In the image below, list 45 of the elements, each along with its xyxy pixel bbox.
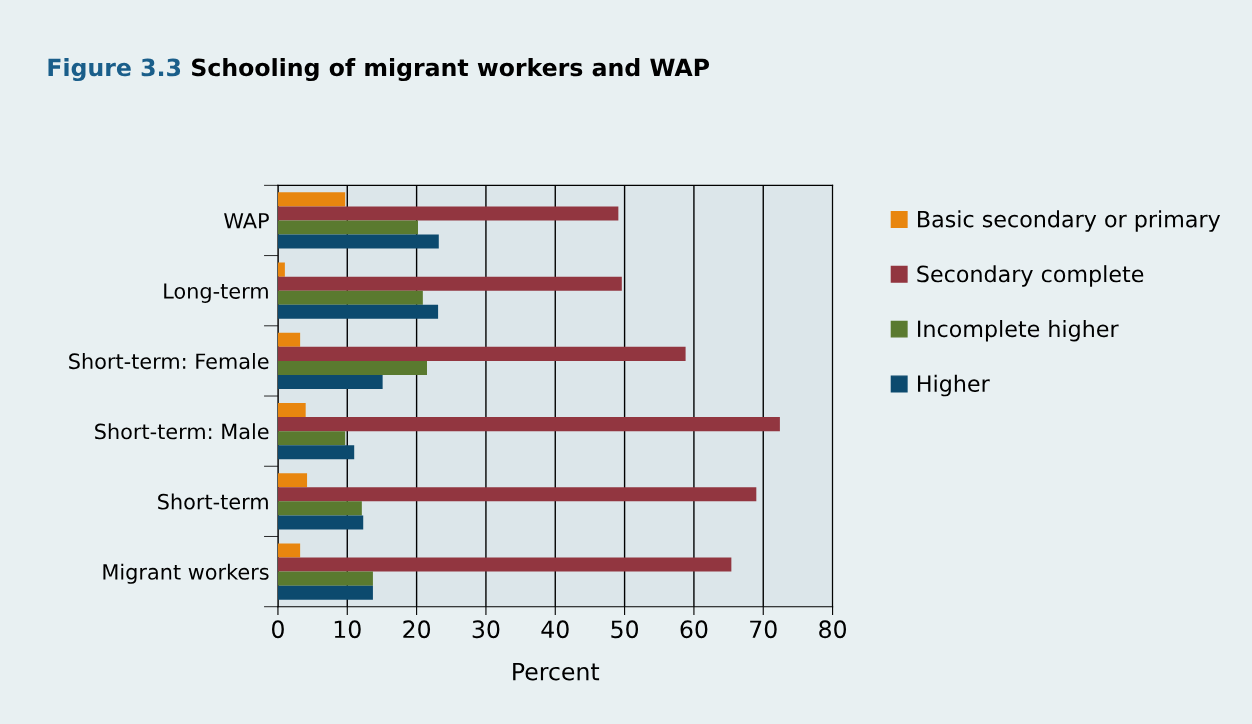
y-tick-label: Short-term [158,493,268,510]
x-tick-label: 70 [750,620,777,639]
bar [277,417,780,432]
bar [277,445,355,460]
bar [277,234,439,249]
x-tick-label: 0 [271,620,284,639]
bar [277,220,418,235]
bar [277,403,306,418]
y-tick-label: Short-term: Male [95,423,269,440]
bar [277,473,308,488]
bar [277,557,732,572]
x-tick-label: 60 [680,620,708,639]
legend-label: Secondary complete [917,265,1144,287]
bar [277,501,362,516]
chart-title: Figure 3.3 Schooling of migrant workers and WAP [48,58,710,82]
bar [277,360,427,375]
y-tick-label: WAP [224,213,269,229]
bar [277,262,285,277]
y-tick-label: Migrant workers [103,563,269,584]
legend-label: Basic secondary or primary [918,210,1221,232]
bar [277,206,619,221]
y-tick-label: Long-term [164,283,268,303]
bar [277,431,346,446]
bar [277,304,439,319]
x-tick-label: 80 [819,620,847,639]
bar [277,332,301,347]
bar [277,571,373,586]
legend-label: Higher [918,374,990,397]
bar [277,192,346,207]
x-tick-label: 10 [334,620,361,639]
bar [277,276,622,291]
y-tick-label: Short-term: Female [69,353,269,370]
legend-label: Incomplete higher [918,319,1119,342]
bar [277,585,373,600]
x-tick-label: 30 [472,620,500,639]
bar [277,515,364,530]
x-tick-label: 20 [403,620,431,639]
bar [277,487,757,502]
x-axis-title: Percent [513,662,600,681]
bar [277,374,383,390]
bar [277,290,423,305]
bar [277,346,686,361]
x-tick-label: 50 [611,620,639,639]
bar [277,543,301,558]
x-tick-label: 40 [541,620,569,639]
